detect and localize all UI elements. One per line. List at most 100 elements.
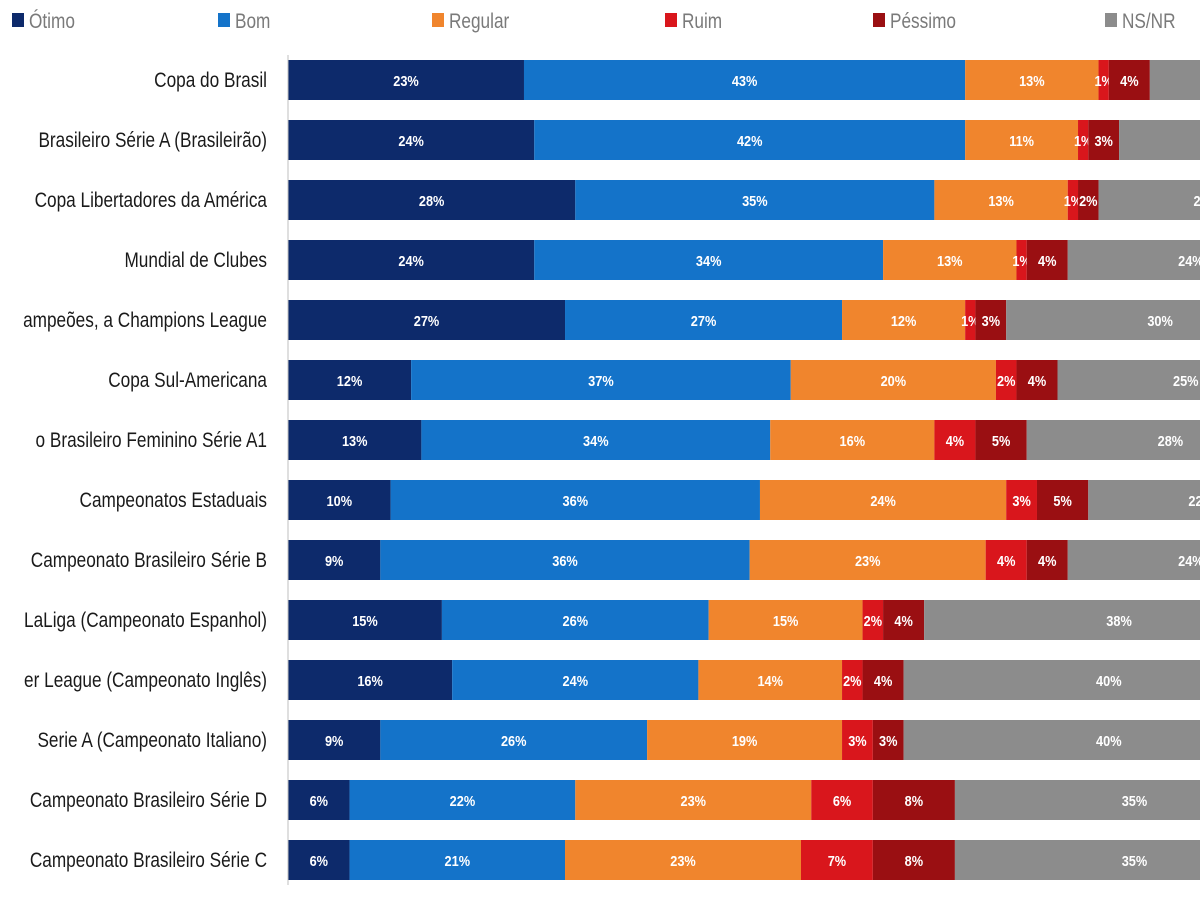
data-label-regular: 16% (840, 432, 866, 449)
bar-segment-pessimo (1016, 360, 1058, 400)
category-label: Copa do Brasil (154, 70, 267, 93)
data-label-bom: 26% (501, 732, 527, 749)
bar-segment-regular (575, 780, 812, 820)
data-label-pessimo: 4% (1038, 552, 1056, 569)
category-label: LaLiga (Campeonato Espanhol) (24, 610, 267, 633)
data-label-ruim: 1% (1012, 252, 1030, 269)
legend-label-otimo: Ótimo (29, 9, 75, 33)
bar-segment-bom (452, 660, 699, 700)
data-label-bom: 22% (450, 792, 476, 809)
bar-segment-bom (421, 420, 771, 460)
data-label-regular: 11% (1009, 132, 1034, 149)
data-label-regular: 14% (757, 672, 783, 689)
bar-segment-ruim (801, 840, 873, 880)
data-label-ruim: 4% (946, 432, 964, 449)
bar-segment-bom (411, 360, 791, 400)
data-label-ruim: 2% (997, 372, 1015, 389)
data-label-otimo: 23% (393, 72, 419, 89)
bar-segment-bom (575, 180, 935, 220)
category-label: Campeonatos Estaduais (80, 490, 267, 513)
bar-segment-ns-nr (903, 720, 1200, 760)
bar-segment-ns-nr (1006, 300, 1200, 340)
category-label: Campeonato Brasileiro Série B (31, 550, 267, 573)
data-label-pessimo: 4% (1120, 72, 1138, 89)
data-label-pessimo: 4% (1028, 372, 1046, 389)
data-label-bom: 27% (691, 312, 717, 329)
bar-segment-otimo (288, 120, 535, 160)
data-label-ns-nr: 35% (1122, 852, 1148, 869)
bar-segment-ns-nr (903, 660, 1200, 700)
data-label-ruim: 1% (1094, 72, 1112, 89)
bar-segment-regular (698, 660, 843, 700)
data-label-regular: 23% (681, 792, 707, 809)
bar-segment-ruim (1006, 480, 1037, 520)
bar-segment-ns-nr (1067, 540, 1200, 580)
bar-segment-ns-nr (954, 840, 1200, 880)
bar-segment-bom (441, 600, 709, 640)
data-label-otimo: 13% (342, 432, 368, 449)
category-label: Campeonato Brasileiro Série D (30, 790, 267, 813)
data-label-bom: 21% (445, 852, 471, 869)
data-label-ruim: 2% (864, 612, 882, 629)
legend-swatch-ruim (665, 13, 677, 27)
legend-label-regular: Regular (449, 11, 510, 34)
data-label-otimo: 10% (327, 492, 353, 509)
data-label-pessimo: 3% (879, 732, 897, 749)
bar-segment-regular (759, 480, 1007, 520)
bar-segment-otimo (288, 720, 381, 760)
bar-segment-ruim (985, 540, 1027, 580)
data-label-regular: 13% (1019, 72, 1045, 89)
bar-segment-ns-nr (1098, 180, 1200, 220)
bar-segment-bom (390, 480, 760, 520)
category-label: o Brasileiro Feminino Série A1 (36, 430, 267, 453)
data-label-regular: 15% (773, 612, 799, 629)
data-label-ns-nr: 28% (1158, 432, 1184, 449)
data-label-ruim: 1% (961, 312, 979, 329)
data-label-ns-nr: 25% (1173, 372, 1199, 389)
data-label-ruim: 2% (843, 672, 861, 689)
bar-segment-otimo (288, 60, 524, 100)
bar-segment-bom (380, 540, 750, 580)
data-label-otimo: 28% (419, 192, 445, 209)
category-label: Serie A (Campeonato Italiano) (37, 730, 267, 753)
bar-segment-bom (523, 60, 966, 100)
bar-segment-otimo (288, 360, 412, 400)
bar-segment-regular (708, 600, 863, 640)
bar-segment-ruim (1078, 120, 1089, 160)
bar-segment-regular (770, 420, 935, 460)
bar-segment-ns-nr (1119, 120, 1200, 160)
bar-segment-otimo (288, 840, 350, 880)
bar-segment-otimo (288, 480, 391, 520)
data-label-pessimo: 8% (905, 792, 923, 809)
data-label-otimo: 9% (325, 732, 343, 749)
bar-segment-ns-nr (924, 600, 1200, 640)
bar-segment-regular (842, 300, 966, 340)
bar-segment-regular (883, 240, 1017, 280)
data-label-otimo: 24% (398, 252, 424, 269)
data-label-otimo: 9% (325, 552, 343, 569)
data-label-regular: 24% (870, 492, 896, 509)
data-label-bom: 43% (732, 72, 758, 89)
category-labels: Copa do Brasil Brasileiro Série A (Brasil… (23, 70, 267, 873)
data-label-ruim: 7% (828, 852, 846, 869)
bar-segment-pessimo (975, 300, 1007, 340)
data-label-regular: 19% (732, 732, 758, 749)
bar-segment-ruim (811, 780, 873, 820)
legend-label-ns-nr: NS/NR (1122, 11, 1176, 34)
data-label-otimo: 6% (310, 852, 328, 869)
data-label-regular: 23% (855, 552, 881, 569)
bar-segment-ruim (995, 360, 1017, 400)
bar-segment-bom (380, 720, 648, 760)
bar-segment-pessimo (1108, 60, 1150, 100)
legend-swatch-pessimo (873, 13, 885, 27)
category-label: Copa Libertadores da América (35, 190, 268, 213)
bar-segment-ruim (1098, 60, 1109, 100)
bar-segment-ruim (862, 600, 884, 640)
bar-segment-ns-nr (1067, 240, 1200, 280)
bar-segment-pessimo (883, 600, 925, 640)
bar-segment-bom (565, 300, 843, 340)
data-label-pessimo: 8% (905, 852, 923, 869)
data-label-ruim: 3% (848, 732, 866, 749)
bar-segment-otimo (288, 240, 535, 280)
data-label-ruim: 6% (833, 792, 851, 809)
